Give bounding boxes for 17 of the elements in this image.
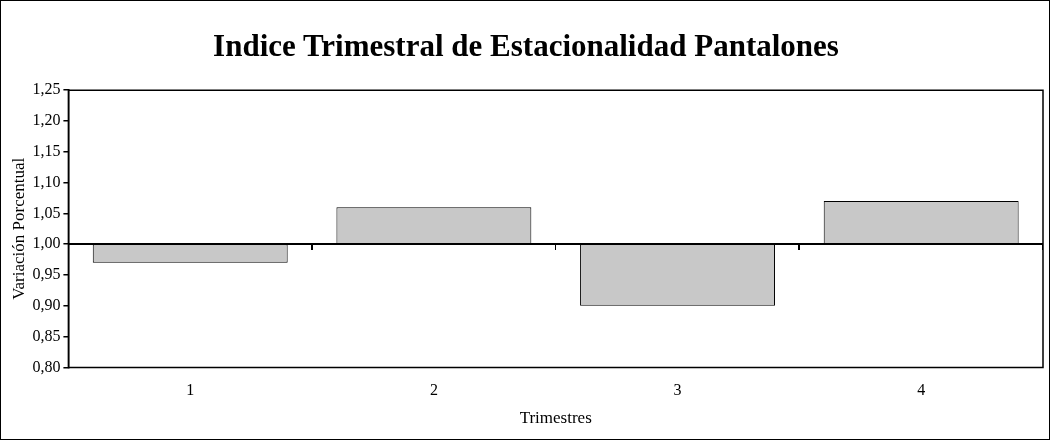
y-tick-label: 0,90 bbox=[32, 296, 61, 313]
x-axis-title: Trimestres bbox=[519, 408, 592, 428]
y-tick-label: 0,95 bbox=[32, 265, 61, 283]
y-tick-label: 1,15 bbox=[32, 142, 61, 159]
x-tick-label: 2 bbox=[429, 381, 438, 399]
y-axis-title: Variación Porcentual bbox=[8, 157, 28, 300]
chart-title: Indice Trimestral de Estacionalidad Pantalones bbox=[213, 27, 839, 63]
y-tick-label: 1,10 bbox=[32, 172, 61, 190]
y-tick-label: 1,20 bbox=[32, 111, 61, 129]
y-tick-label: 1,25 bbox=[32, 80, 61, 98]
y-tick-label: 0,80 bbox=[32, 357, 61, 375]
x-tick-label: 3 bbox=[673, 381, 682, 399]
x-tick-label: 4 bbox=[917, 381, 926, 399]
x-tick-label: 1 bbox=[186, 381, 195, 399]
y-tick-label: 1,05 bbox=[32, 203, 61, 221]
y-tick-label: 0,85 bbox=[32, 326, 61, 344]
y-tick-label: 1,00 bbox=[32, 234, 61, 252]
